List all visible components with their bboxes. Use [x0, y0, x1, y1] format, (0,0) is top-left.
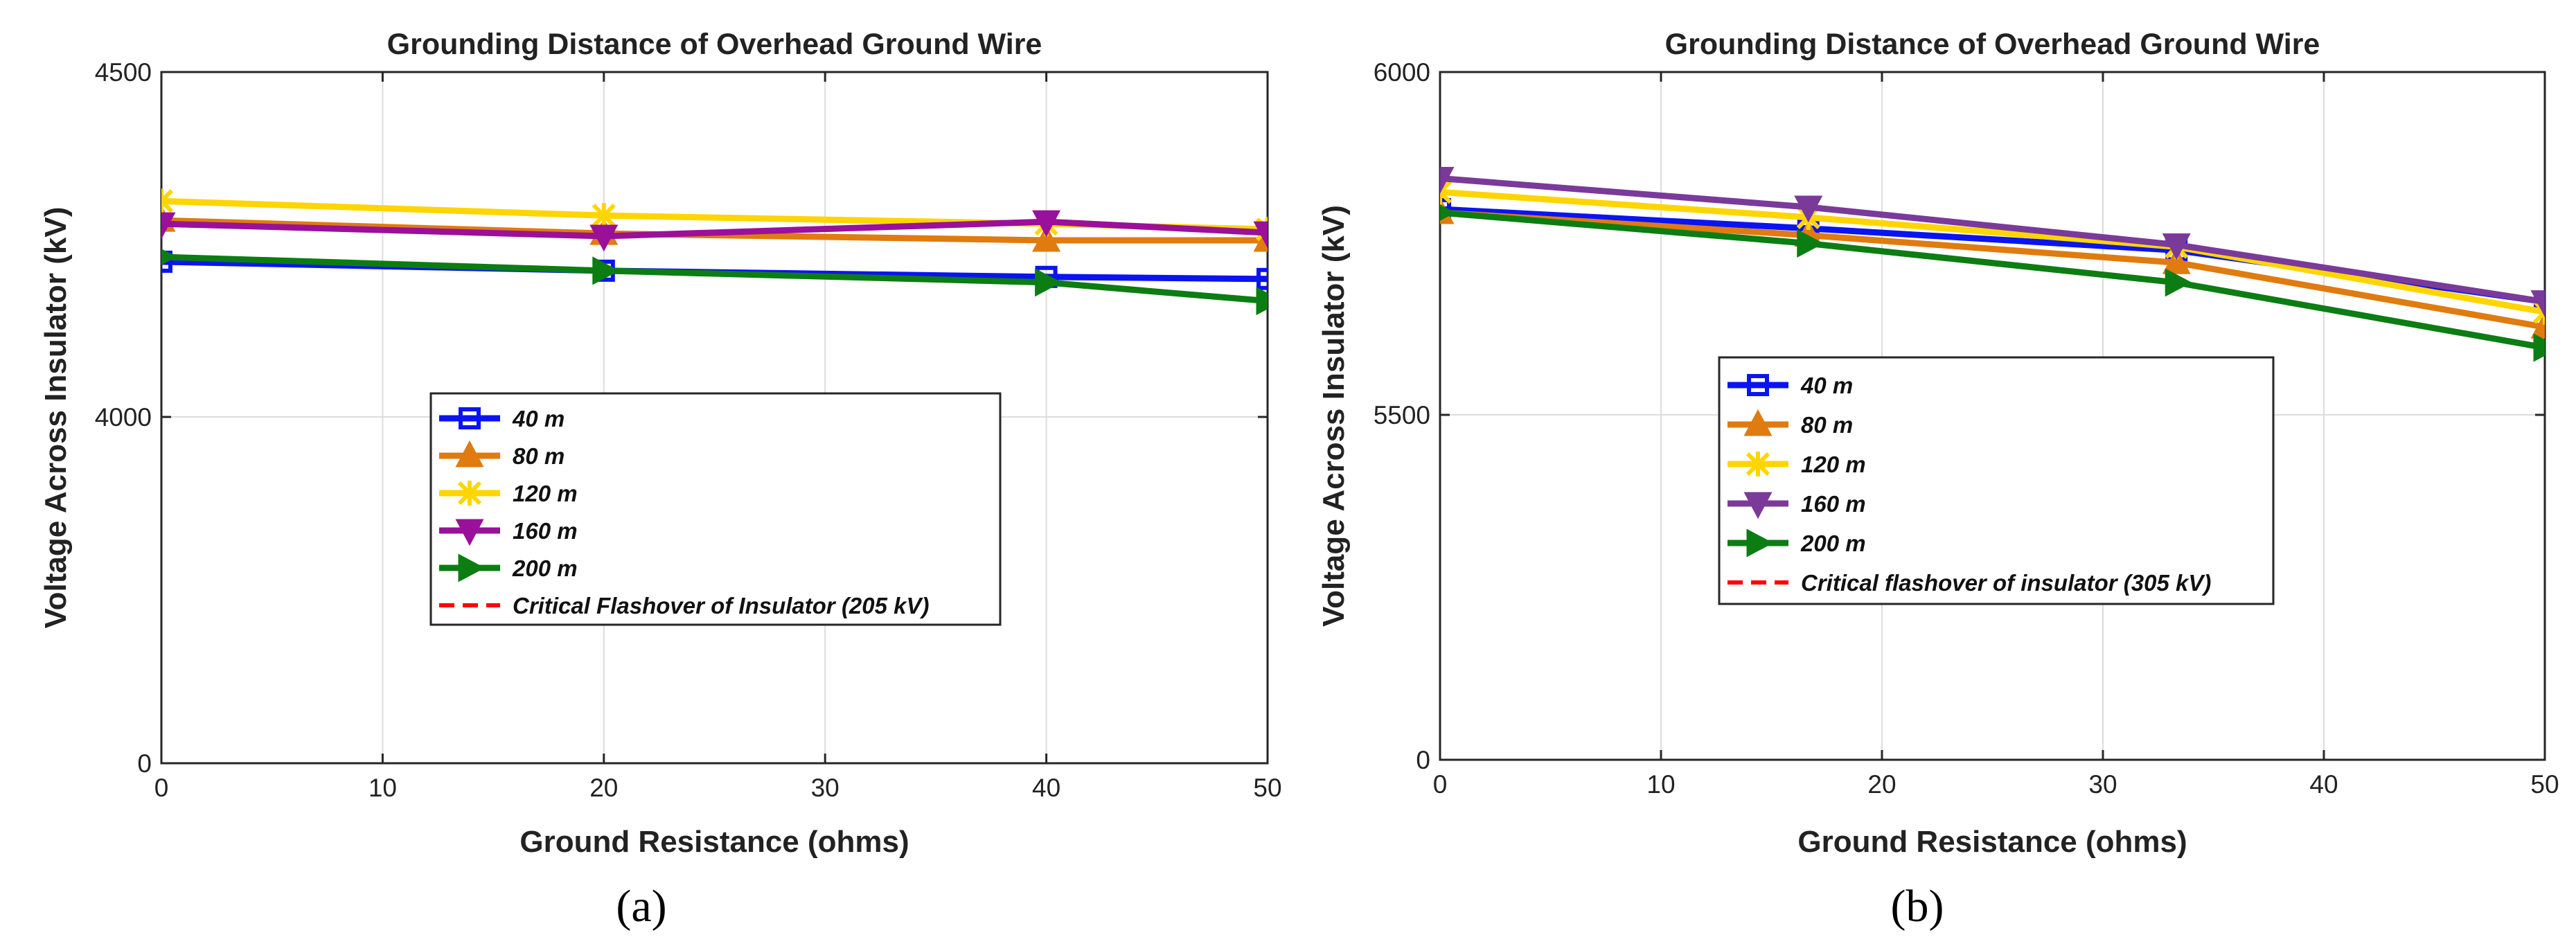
legend-label-a-40-m: 40 m	[512, 406, 565, 431]
legend-box-a	[429, 392, 1002, 626]
series-line-a-200-m	[161, 253, 1268, 305]
x-axis-label-b: Ground Resistance (ohms)	[1797, 825, 2187, 859]
data-point-b-120-m	[1440, 179, 1453, 205]
x-tick-label-a: 50	[1253, 774, 1281, 802]
chart-title-a: Grounding Distance of Overhead Ground Wi…	[387, 28, 1042, 61]
x-tick-label-b: 0	[1433, 770, 1448, 799]
data-point-a-200-m	[1256, 287, 1268, 316]
series-line-b-120-m	[1440, 188, 2545, 315]
legend-label-b-critical-flashover-of-insulator-(305-kv): Critical flashover of insulator (305 kV)	[1801, 570, 2211, 596]
legend-label-a-200-m: 200 m	[512, 555, 578, 581]
panel-caption-a: (a)	[616, 881, 666, 932]
y-tick-label-b: 0	[1416, 746, 1430, 774]
x-tick-label-b: 40	[2309, 770, 2338, 799]
panel-caption-b: (b)	[1891, 881, 1944, 932]
series-layer-a	[161, 188, 1268, 316]
data-point-b-80-m	[2162, 247, 2191, 274]
legend-label-a-80-m: 80 m	[513, 443, 565, 469]
y-tick-label-a: 4000	[95, 403, 152, 431]
series-line-b-160-m	[1440, 175, 2545, 305]
data-point-b-160-m	[2530, 290, 2545, 317]
data-point-b-200-m	[2533, 333, 2545, 362]
data-point-a-40-m	[1256, 267, 1268, 290]
legend-marker-a-200-m	[458, 553, 486, 582]
y-tick-label-a: 0	[137, 749, 152, 778]
x-tick-label-b: 10	[1646, 770, 1675, 799]
chart-panel-b: 0 10 20 30 40 50 0 5500 6000 Grounding Distance o…	[1317, 28, 2559, 932]
chart-panel-a: 0 10 20 30 40 50 0 4000 4500 Grounding Distance o…	[39, 28, 1282, 932]
data-point-b-120-m	[2532, 299, 2545, 325]
legend-b: 40 m 80 m 120 m 160 m 200 m Critical flashove…	[1718, 356, 2275, 605]
x-tick-label-a: 10	[368, 774, 397, 802]
chart-title-b: Grounding Distance of Overhead Ground Wi…	[1665, 28, 2320, 61]
series-layer-b	[1440, 166, 2545, 362]
legend-marker-b-200-m	[1746, 528, 1774, 558]
y-tick-label-b: 5500	[1374, 401, 1430, 429]
data-point-a-160-m	[589, 224, 619, 252]
data-point-b-200-m	[2165, 268, 2192, 297]
x-tick-label-b: 50	[2530, 770, 2559, 799]
data-point-b-160-m	[1440, 166, 1455, 194]
x-tick-label-a: 30	[811, 774, 840, 802]
x-tick-label-a: 0	[154, 774, 169, 802]
data-point-a-160-m	[1032, 210, 1061, 238]
data-point-a-120-m	[161, 188, 174, 214]
legend-marker-a-120-m	[457, 481, 482, 506]
legend-label-a-critical-flashover-of-insulator-(205-kv): Critical Flashover of Insulator (205 kV)	[513, 593, 930, 618]
data-point-b-200-m	[1440, 204, 1456, 221]
y-tick-label-b: 6000	[1374, 58, 1430, 87]
legend-marker-a-160-m	[455, 519, 484, 546]
data-point-a-120-m	[592, 203, 616, 229]
x-axis-label-a: Ground Resistance (ohms)	[519, 825, 909, 859]
data-point-a-40-m	[161, 250, 172, 273]
legend-marker-b-40-m	[1747, 374, 1769, 396]
legend-label-b-160-m: 160 m	[1801, 491, 1866, 517]
legend-marker-b-120-m	[1746, 452, 1770, 477]
data-point-a-200-m	[1035, 268, 1062, 297]
legend-label-b-40-m: 40 m	[1800, 373, 1853, 398]
data-point-a-200-m	[592, 256, 620, 285]
series-line-b-200-m	[1440, 209, 2545, 351]
series-line-a-160-m	[161, 218, 1268, 240]
data-point-b-40-m	[1440, 198, 1451, 220]
data-point-a-200-m	[161, 249, 177, 265]
series-line-b-80-m	[1440, 209, 2545, 330]
x-tick-label-a: 40	[1032, 774, 1060, 802]
legend-label-a-120-m: 120 m	[513, 481, 578, 506]
legend-box-b	[1718, 356, 2275, 605]
data-point-b-160-m	[2162, 233, 2191, 260]
data-point-a-80-m	[1032, 224, 1061, 252]
legend-a: 40 m 80 m 120 m 160 m 200 m Critical Flashove…	[429, 392, 1002, 626]
y-tick-label-a: 4500	[95, 58, 152, 87]
legend-marker-b-80-m	[1743, 409, 1773, 436]
x-tick-label-b: 30	[2088, 770, 2117, 799]
data-point-a-160-m	[1253, 221, 1268, 249]
legend-label-a-160-m: 160 m	[513, 518, 578, 544]
legend-label-b-80-m: 80 m	[1801, 412, 1853, 438]
y-axis-label-b: Voltage Across Insulator (kV)	[1317, 205, 1351, 627]
legend-marker-b-160-m	[1743, 492, 1773, 519]
x-tick-label-a: 20	[589, 774, 618, 802]
data-point-b-80-m	[2530, 312, 2545, 339]
legend-marker-a-80-m	[455, 440, 484, 467]
legend-label-b-120-m: 120 m	[1801, 452, 1866, 477]
x-tick-label-b: 20	[1867, 770, 1896, 799]
data-point-b-200-m	[1797, 229, 1824, 258]
y-axis-label-a: Voltage Across Insulator (kV)	[39, 207, 73, 629]
data-point-b-160-m	[1794, 195, 1823, 223]
legend-marker-a-40-m	[459, 407, 481, 429]
data-point-a-160-m	[161, 212, 176, 240]
legend-label-b-200-m: 200 m	[1800, 531, 1866, 556]
